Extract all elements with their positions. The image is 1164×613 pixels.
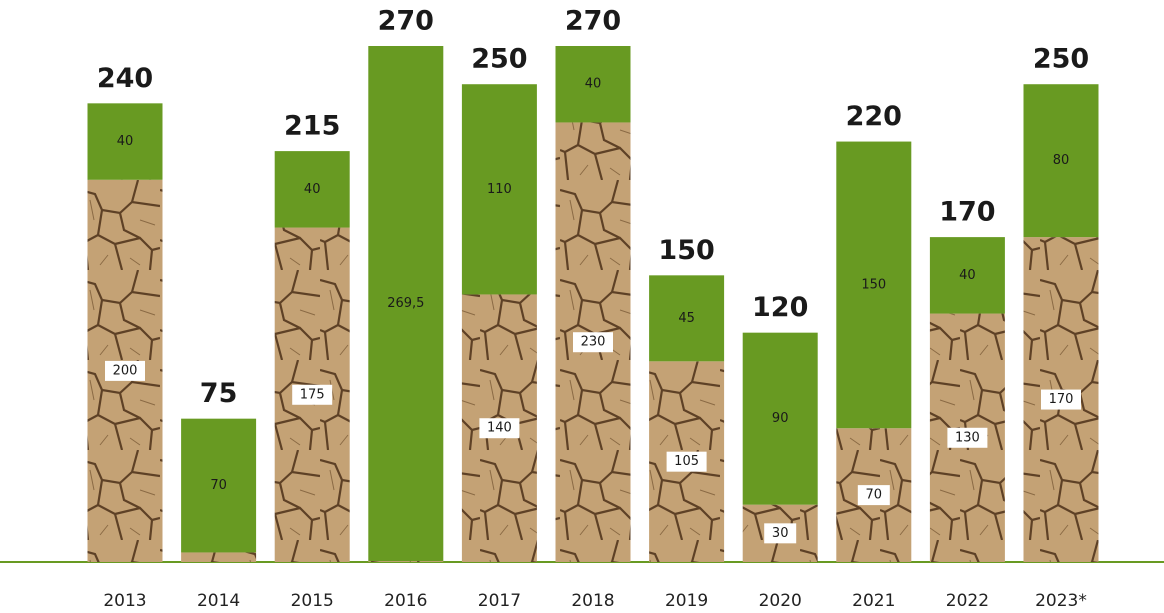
total-label: 250 <box>1033 44 1089 75</box>
value-label: 30 <box>772 526 789 541</box>
x-tick-label: 2021 <box>852 591 895 611</box>
bar-segment <box>929 237 1005 314</box>
bar-segment <box>181 418 257 553</box>
value-label: 130 <box>955 430 980 445</box>
value-label: 105 <box>674 454 699 469</box>
total-label: 270 <box>565 6 621 37</box>
bar-segment <box>87 103 163 180</box>
total-label: 120 <box>752 292 808 323</box>
value-label: 45 <box>678 311 695 326</box>
label-box <box>479 418 520 439</box>
total-label: 220 <box>846 101 902 132</box>
total-label: 150 <box>658 235 714 266</box>
total-label: 250 <box>471 44 527 75</box>
bar-segment <box>1023 84 1099 238</box>
x-tick-label: 2022 <box>946 591 989 611</box>
value-label: 110 <box>487 182 512 197</box>
x-tick-label: 2023* <box>1035 591 1087 611</box>
label-box <box>947 427 988 448</box>
x-tick-label: 2013 <box>103 591 146 611</box>
value-label: 70 <box>866 488 883 503</box>
label-box <box>292 384 333 405</box>
value-label: 80 <box>1053 153 1070 168</box>
value-label: 269,5 <box>387 296 424 311</box>
value-label: 140 <box>487 421 512 436</box>
value-label: 200 <box>113 363 138 378</box>
label-box <box>1041 389 1081 410</box>
bar-segment <box>274 151 350 228</box>
total-label: 270 <box>378 6 434 37</box>
bar-segment <box>368 561 444 562</box>
x-tick-label: 2019 <box>665 591 708 611</box>
value-label: 90 <box>772 411 789 426</box>
bar-segment <box>181 552 257 562</box>
x-tick-label: 2020 <box>759 591 802 611</box>
total-label: 240 <box>97 63 153 94</box>
value-label: 150 <box>861 277 886 292</box>
total-label: 75 <box>200 378 238 409</box>
x-tick-label: 2017 <box>478 591 521 611</box>
bar-segment <box>368 46 444 562</box>
value-label: 230 <box>581 335 606 350</box>
total-label: 215 <box>284 111 340 142</box>
value-label: 40 <box>117 134 134 149</box>
bar-segment <box>836 141 912 429</box>
total-label: 170 <box>939 197 995 228</box>
value-label: 40 <box>959 268 976 283</box>
bar-segment <box>555 46 631 123</box>
value-label: 40 <box>304 182 321 197</box>
label-box <box>764 523 797 544</box>
value-label: 170 <box>1049 392 1074 407</box>
bar-segment <box>649 275 725 362</box>
bar-segment <box>461 84 537 295</box>
value-label: 40 <box>585 77 602 92</box>
label-box <box>857 485 890 506</box>
x-tick-label: 2015 <box>291 591 334 611</box>
value-label: 70 <box>210 478 227 493</box>
label-box <box>105 360 145 381</box>
label-box <box>666 451 707 472</box>
bar-segment <box>742 332 818 505</box>
x-tick-label: 2016 <box>384 591 427 611</box>
x-tick-label: 2014 <box>197 591 240 611</box>
label-box <box>573 332 613 353</box>
value-label: 175 <box>300 387 325 402</box>
x-tick-label: 2018 <box>571 591 614 611</box>
